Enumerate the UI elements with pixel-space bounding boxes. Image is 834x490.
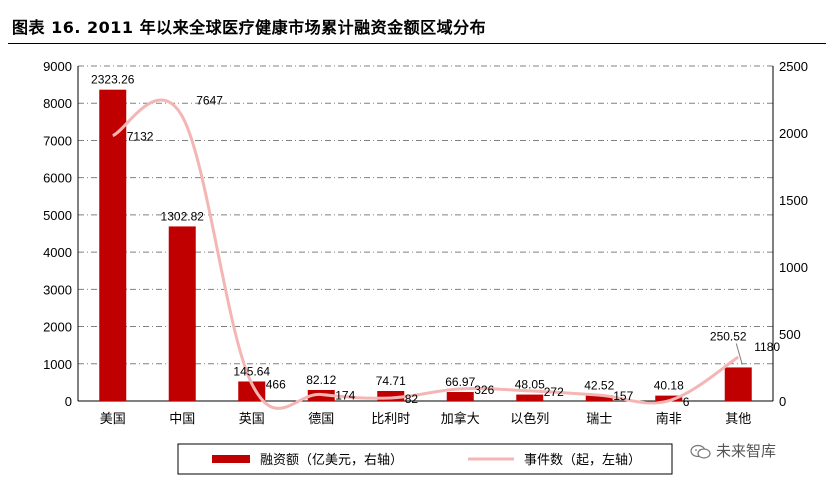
category-label: 加拿大 — [441, 411, 480, 427]
legend-swatch-bar — [212, 455, 250, 463]
right-axis-tick-label: 1500 — [779, 193, 808, 208]
line-data-label: 272 — [544, 385, 564, 399]
line-data-label: 7647 — [196, 93, 223, 107]
bar-data-label: 1302.82 — [161, 209, 205, 223]
category-label: 德国 — [308, 412, 334, 427]
bar — [585, 395, 613, 401]
title-divider — [8, 43, 826, 44]
left-axis-tick-label: 5000 — [43, 208, 72, 223]
category-label: 英国 — [239, 412, 265, 427]
left-axis-tick-label: 1000 — [43, 357, 72, 372]
chart-title: 图表 16. 2011 年以来全球医疗健康市场累计融资金额区域分布 — [12, 18, 487, 37]
line-data-label: 1180 — [754, 340, 780, 354]
category-label: 其他 — [725, 412, 751, 427]
left-axis-tick-label: 3000 — [43, 282, 72, 297]
category-label: 比利时 — [371, 412, 410, 427]
right-axis-tick-label: 2500 — [779, 59, 808, 74]
bar — [99, 89, 127, 401]
right-axis-tick-label: 1000 — [779, 260, 808, 275]
category-label: 美国 — [100, 412, 126, 427]
category-label: 中国 — [169, 412, 195, 427]
label-leader-line — [735, 343, 743, 365]
line-data-label: 82 — [405, 392, 419, 406]
line-data-label: 326 — [474, 383, 494, 397]
bar-data-label: 40.18 — [654, 379, 684, 393]
legend-label-line: 事件数（起，左轴） — [524, 453, 641, 468]
left-axis-tick-label: 4000 — [43, 245, 72, 260]
series-line — [112, 98, 740, 410]
bar-data-label: 74.71 — [376, 374, 406, 388]
bar-data-label: 42.52 — [584, 378, 614, 392]
category-label: 南非 — [656, 411, 682, 427]
left-axis-tick-label: 7000 — [43, 133, 72, 148]
left-axis-tick-label: 8000 — [43, 96, 72, 111]
line-data-label: 157 — [613, 389, 633, 403]
left-axis-tick-label: 2000 — [43, 320, 72, 335]
bar-data-label: 250.52 — [710, 329, 747, 343]
category-label: 瑞士 — [586, 412, 612, 427]
line-data-label: 6 — [683, 395, 690, 409]
legend-box — [177, 443, 673, 475]
line-data-label: 174 — [335, 389, 355, 403]
category-label: 以色列 — [510, 411, 549, 427]
left-axis-tick-label: 6000 — [43, 171, 72, 186]
right-axis-tick-label: 500 — [779, 327, 801, 342]
right-axis-tick-label: 0 — [779, 394, 786, 409]
bar — [446, 392, 474, 401]
bar-data-label: 48.05 — [515, 378, 545, 392]
bar — [516, 394, 544, 401]
left-axis-tick-label: 9000 — [43, 59, 72, 74]
wechat-icon — [690, 444, 711, 459]
bar-data-label: 145.64 — [233, 364, 270, 378]
bar — [724, 367, 752, 401]
bar-data-label: 82.12 — [306, 373, 336, 387]
right-axis-tick-label: 2000 — [779, 126, 808, 141]
watermark: 未来智库 — [690, 440, 776, 461]
bar — [655, 395, 683, 401]
left-axis-tick-label: 0 — [65, 394, 72, 409]
bar-data-label: 66.97 — [445, 375, 475, 389]
bar — [377, 390, 405, 401]
bar — [168, 226, 196, 401]
line-data-label: 7132 — [127, 130, 154, 144]
legend-label-bar: 融资额（亿美元，右轴） — [260, 453, 403, 468]
bar-data-label: 2323.26 — [91, 73, 135, 87]
line-data-label: 466 — [266, 378, 286, 392]
watermark-text: 未来智库 — [716, 442, 777, 460]
